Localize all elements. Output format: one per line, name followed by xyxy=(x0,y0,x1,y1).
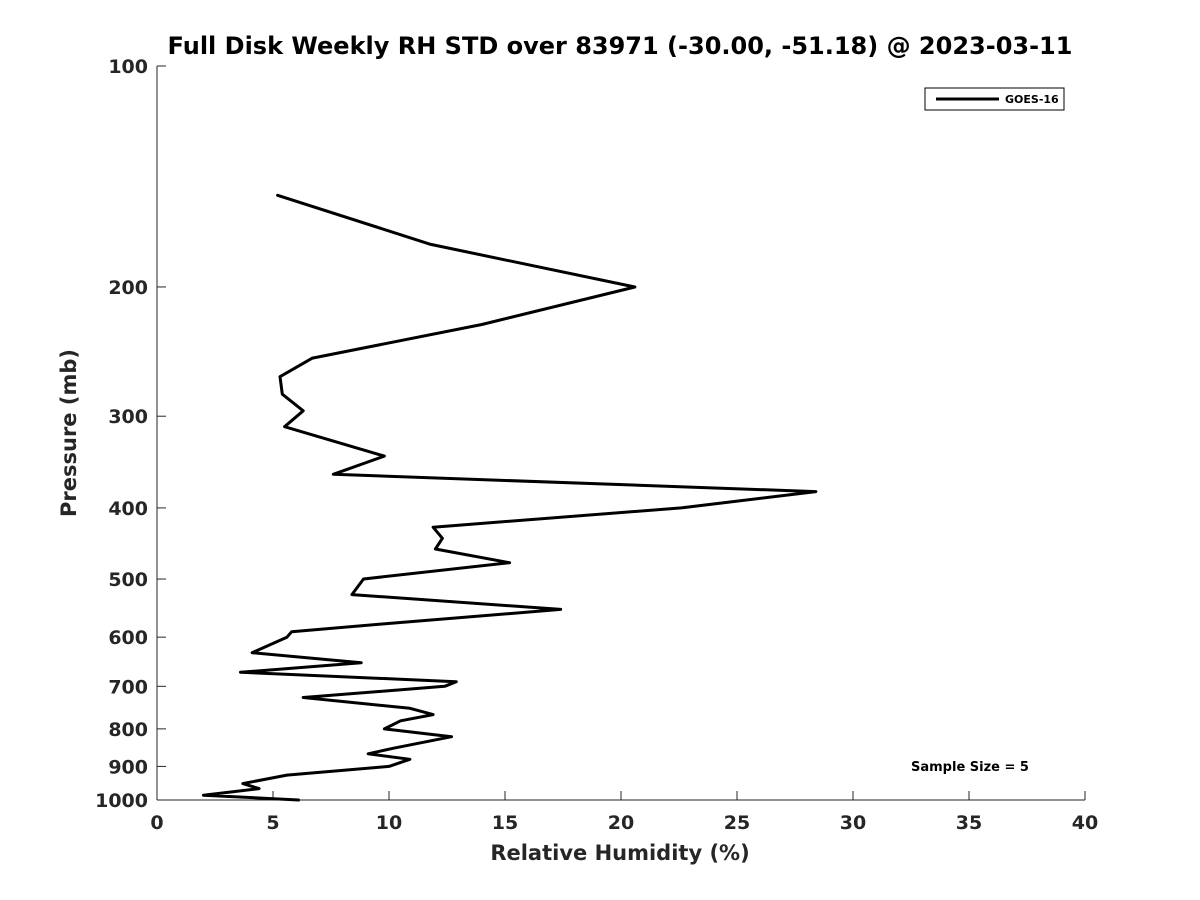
y-tick-label: 500 xyxy=(108,569,148,591)
series-layer xyxy=(201,193,818,802)
legend: GOES-16 xyxy=(924,87,1065,111)
y-ticks: 100 200 300 400 500 600 700 800 900 1000 xyxy=(95,56,166,812)
sample-size-note: Sample Size = 5 xyxy=(911,760,1029,775)
axes xyxy=(156,66,1085,801)
y-tick-label: 900 xyxy=(108,756,148,778)
x-tick-label: 35 xyxy=(956,812,982,834)
x-tick-label: 10 xyxy=(376,812,402,834)
x-tick-label: 30 xyxy=(840,812,866,834)
legend-label-goes-16: GOES-16 xyxy=(1005,93,1059,106)
x-ticks: 0 5 10 15 20 25 30 35 40 xyxy=(150,791,1098,834)
x-tick-label: 15 xyxy=(492,812,518,834)
y-axis-label: Pressure (mb) xyxy=(57,349,81,517)
x-tick-label: 5 xyxy=(266,812,279,834)
y-tick-label: 400 xyxy=(108,498,148,520)
y-tick-label: 300 xyxy=(108,406,148,428)
y-tick-label: 200 xyxy=(108,277,148,299)
series-line-goes-16 xyxy=(201,193,818,802)
x-tick-label: 40 xyxy=(1072,812,1098,834)
x-tick-label: 20 xyxy=(608,812,634,834)
x-axis-label: Relative Humidity (%) xyxy=(490,841,749,865)
x-tick-label: 0 xyxy=(150,812,163,834)
y-tick-label: 100 xyxy=(108,56,148,78)
y-tick-label: 700 xyxy=(108,676,148,698)
y-tick-label: 600 xyxy=(108,627,148,649)
chart-title: Full Disk Weekly RH STD over 83971 (-30.… xyxy=(168,32,1073,60)
x-tick-label: 25 xyxy=(724,812,750,834)
y-tick-label: 1000 xyxy=(95,790,148,812)
y-tick-label: 800 xyxy=(108,719,148,741)
